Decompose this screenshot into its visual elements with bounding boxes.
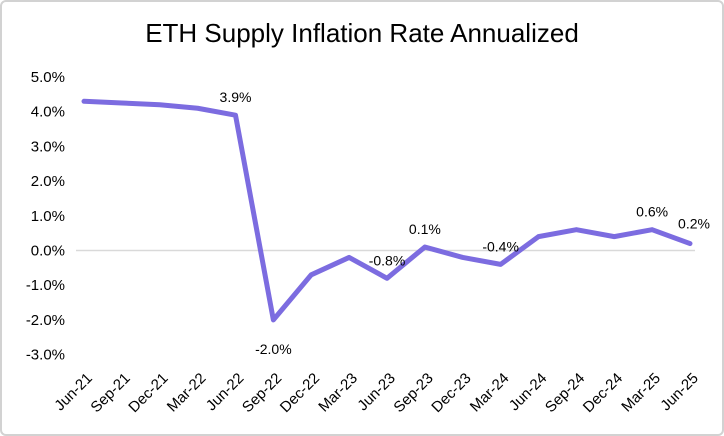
x-axis-label: Jun-21 <box>51 370 95 414</box>
y-axis-label: 4.0% <box>31 104 65 121</box>
y-axis-label: -1.0% <box>26 277 65 294</box>
x-axis-label: Mar-23 <box>315 370 361 416</box>
y-axis-label: 1.0% <box>31 208 65 225</box>
series-line-eth-inflation <box>81 98 693 323</box>
x-axis-label: Dec-23 <box>428 370 474 416</box>
x-axis-label: Sep-23 <box>390 370 436 416</box>
x-axis-label: Jun-23 <box>354 370 398 414</box>
data-point-label: 3.9% <box>220 89 252 105</box>
x-axis-label: Mar-25 <box>618 370 664 416</box>
y-axis-label: 0.0% <box>31 243 65 260</box>
x-axis-label: Sep-21 <box>87 370 133 416</box>
x-axis-label: Sep-24 <box>542 370 588 416</box>
x-axis-label: Dec-24 <box>580 370 626 416</box>
y-axis-label: -2.0% <box>26 312 65 329</box>
y-axis-label: 3.0% <box>31 138 65 155</box>
x-axis-label: Jun-24 <box>506 370 550 414</box>
data-point-label: 0.6% <box>636 204 668 220</box>
data-point-label: 0.2% <box>678 216 710 232</box>
y-axis-label: 2.0% <box>31 173 65 190</box>
x-axis-label: Dec-21 <box>125 370 171 416</box>
x-axis-label: Mar-24 <box>467 370 513 416</box>
y-axis-label: 5.0% <box>31 69 65 86</box>
x-axis-label: Jun-22 <box>203 370 247 414</box>
x-axis-label: Jun-25 <box>657 370 701 414</box>
x-axis-label: Dec-22 <box>277 370 323 416</box>
data-point-label: -2.0% <box>255 341 292 357</box>
x-axis-label: Mar-22 <box>164 370 210 416</box>
data-point-label: 0.1% <box>409 221 441 237</box>
data-point-label: -0.8% <box>369 252 406 268</box>
y-axis-label: -3.0% <box>26 347 65 364</box>
data-point-label: -0.4% <box>482 238 519 254</box>
x-axis-label: Sep-22 <box>239 370 285 416</box>
chart-title: ETH Supply Inflation Rate Annualized <box>145 18 579 48</box>
